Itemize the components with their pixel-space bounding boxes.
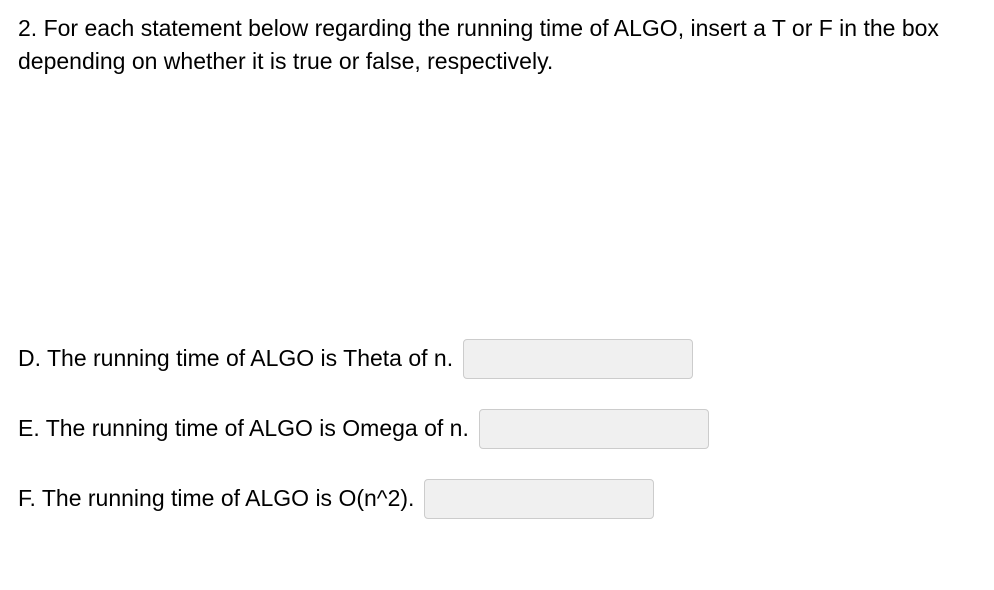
answer-input-d[interactable] (463, 339, 693, 379)
statement-row-d: D. The running time of ALGO is Theta of … (18, 339, 976, 379)
statement-label-e: E. The running time of ALGO is Omega of … (18, 415, 469, 442)
question-page: 2. For each statement below regarding th… (0, 0, 994, 561)
answer-input-f[interactable] (424, 479, 654, 519)
statement-label-d: D. The running time of ALGO is Theta of … (18, 345, 453, 372)
statement-row-f: F. The running time of ALGO is O(n^2). (18, 479, 976, 519)
statement-row-e: E. The running time of ALGO is Omega of … (18, 409, 976, 449)
statement-label-f: F. The running time of ALGO is O(n^2). (18, 485, 414, 512)
question-prompt: 2. For each statement below regarding th… (18, 12, 976, 79)
answer-input-e[interactable] (479, 409, 709, 449)
